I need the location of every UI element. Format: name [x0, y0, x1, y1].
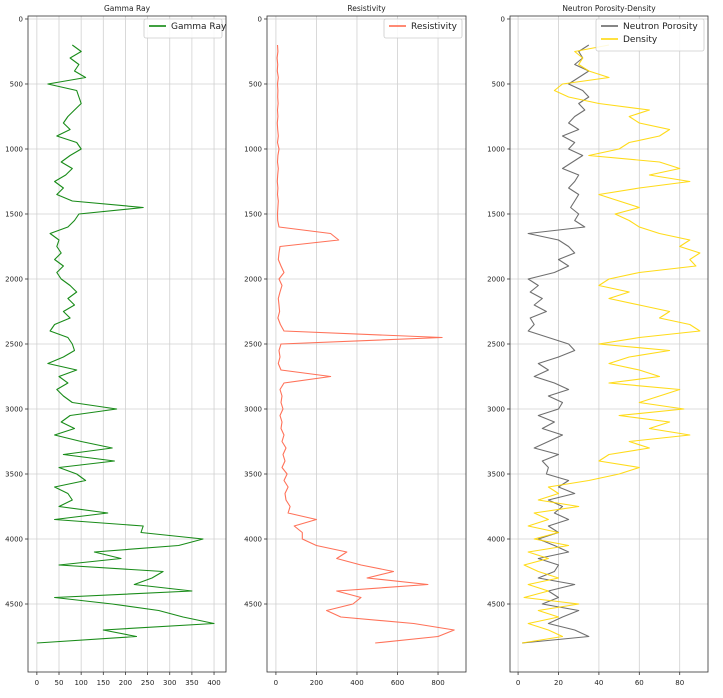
y-tick-label: 1500 — [5, 210, 23, 218]
y-tick-label: 0 — [501, 15, 505, 23]
x-tick-label: 50 — [55, 679, 64, 687]
x-tick-label: 300 — [163, 679, 176, 687]
y-tick-label: 2000 — [244, 275, 262, 283]
x-tick-label: 400 — [350, 679, 363, 687]
legend-box — [595, 18, 705, 52]
series-line-neutron-porosity — [522, 44, 590, 644]
panel-2: 0 20 40 60 80 0 500 1000 1500 2000 2500 3000 3500 400… — [487, 4, 709, 687]
y-tick-label: 2000 — [487, 275, 505, 283]
x-tick-label: 250 — [141, 679, 154, 687]
x-tick-label: 600 — [391, 679, 404, 687]
x-tick-label: 150 — [97, 679, 110, 687]
chart-title: Resistivity — [347, 4, 386, 13]
legend-label: Density — [623, 35, 658, 45]
y-tick-label: 4000 — [487, 536, 505, 544]
y-tick-label: 500 — [249, 80, 262, 88]
panel-0: 0 50 100 150 200 250 300 350 4000500100015002000… — [5, 4, 227, 687]
x-tick-label: 20 — [554, 679, 563, 687]
y-tick-label: 0 — [19, 15, 23, 23]
y-tick-label: 1000 — [487, 145, 505, 153]
y-tick-label: 3000 — [487, 406, 505, 414]
x-tick-label: 200 — [119, 679, 132, 687]
legend: Neutron Porosity Density — [595, 18, 705, 52]
x-tick-label: 200 — [310, 679, 323, 687]
chart-title: Neutron Porosity-Density — [562, 4, 656, 13]
series-line-density — [522, 44, 701, 644]
y-tick-label: 4500 — [244, 601, 262, 609]
x-tick-label: 350 — [185, 679, 198, 687]
legend-box — [383, 18, 463, 39]
y-tick-label: 1500 — [487, 210, 505, 218]
y-tick-label: 2500 — [5, 341, 23, 349]
y-tick-label: 4500 — [5, 601, 23, 609]
legend: Resistivity — [383, 18, 463, 39]
y-tick-label: 3000 — [5, 406, 23, 414]
x-tick-label: 80 — [675, 679, 684, 687]
y-tick-label: 500 — [492, 80, 505, 88]
y-tick-label: 2000 — [5, 275, 23, 283]
y-tick-label: 0 — [258, 15, 262, 23]
y-tick-label: 3500 — [5, 471, 23, 479]
x-tick-label: 0 — [516, 679, 520, 687]
axes-frame — [266, 15, 467, 673]
y-tick-label: 3000 — [244, 406, 262, 414]
y-tick-label: 2500 — [487, 341, 505, 349]
x-tick-label: 0 — [35, 679, 39, 687]
x-tick-label: 800 — [431, 679, 444, 687]
y-tick-label: 1000 — [5, 145, 23, 153]
y-tick-label: 1000 — [244, 145, 262, 153]
y-tick-label: 4000 — [5, 536, 23, 544]
panel-1: 0 200 400 600 800 0 500 1000 1500 2000 2500 3000 350… — [244, 4, 467, 687]
y-tick-label: 4000 — [244, 536, 262, 544]
y-tick-label: 1500 — [244, 210, 262, 218]
legend-label: Gamma Ray — [171, 22, 227, 32]
x-tick-label: 100 — [74, 679, 87, 687]
y-tick-label: 2500 — [244, 341, 262, 349]
y-tick-label: 3500 — [487, 471, 505, 479]
y-tick-label: 500 — [10, 80, 23, 88]
legend-label: Neutron Porosity — [623, 22, 698, 32]
legend-label: Resistivity — [411, 22, 458, 32]
series-line-gamma-ray — [36, 44, 215, 644]
series-line-resistivity — [276, 44, 455, 644]
x-tick-label: 60 — [635, 679, 644, 687]
legend-box — [143, 18, 223, 39]
y-tick-label: 4500 — [487, 601, 505, 609]
axes-frame — [509, 15, 709, 673]
x-tick-label: 0 — [274, 679, 278, 687]
x-tick-label: 40 — [594, 679, 603, 687]
axes-frame — [27, 15, 227, 673]
x-tick-label: 400 — [207, 679, 220, 687]
legend: Gamma Ray — [143, 18, 227, 39]
y-tick-label: 3500 — [244, 471, 262, 479]
chart-title: Gamma Ray — [104, 4, 151, 13]
